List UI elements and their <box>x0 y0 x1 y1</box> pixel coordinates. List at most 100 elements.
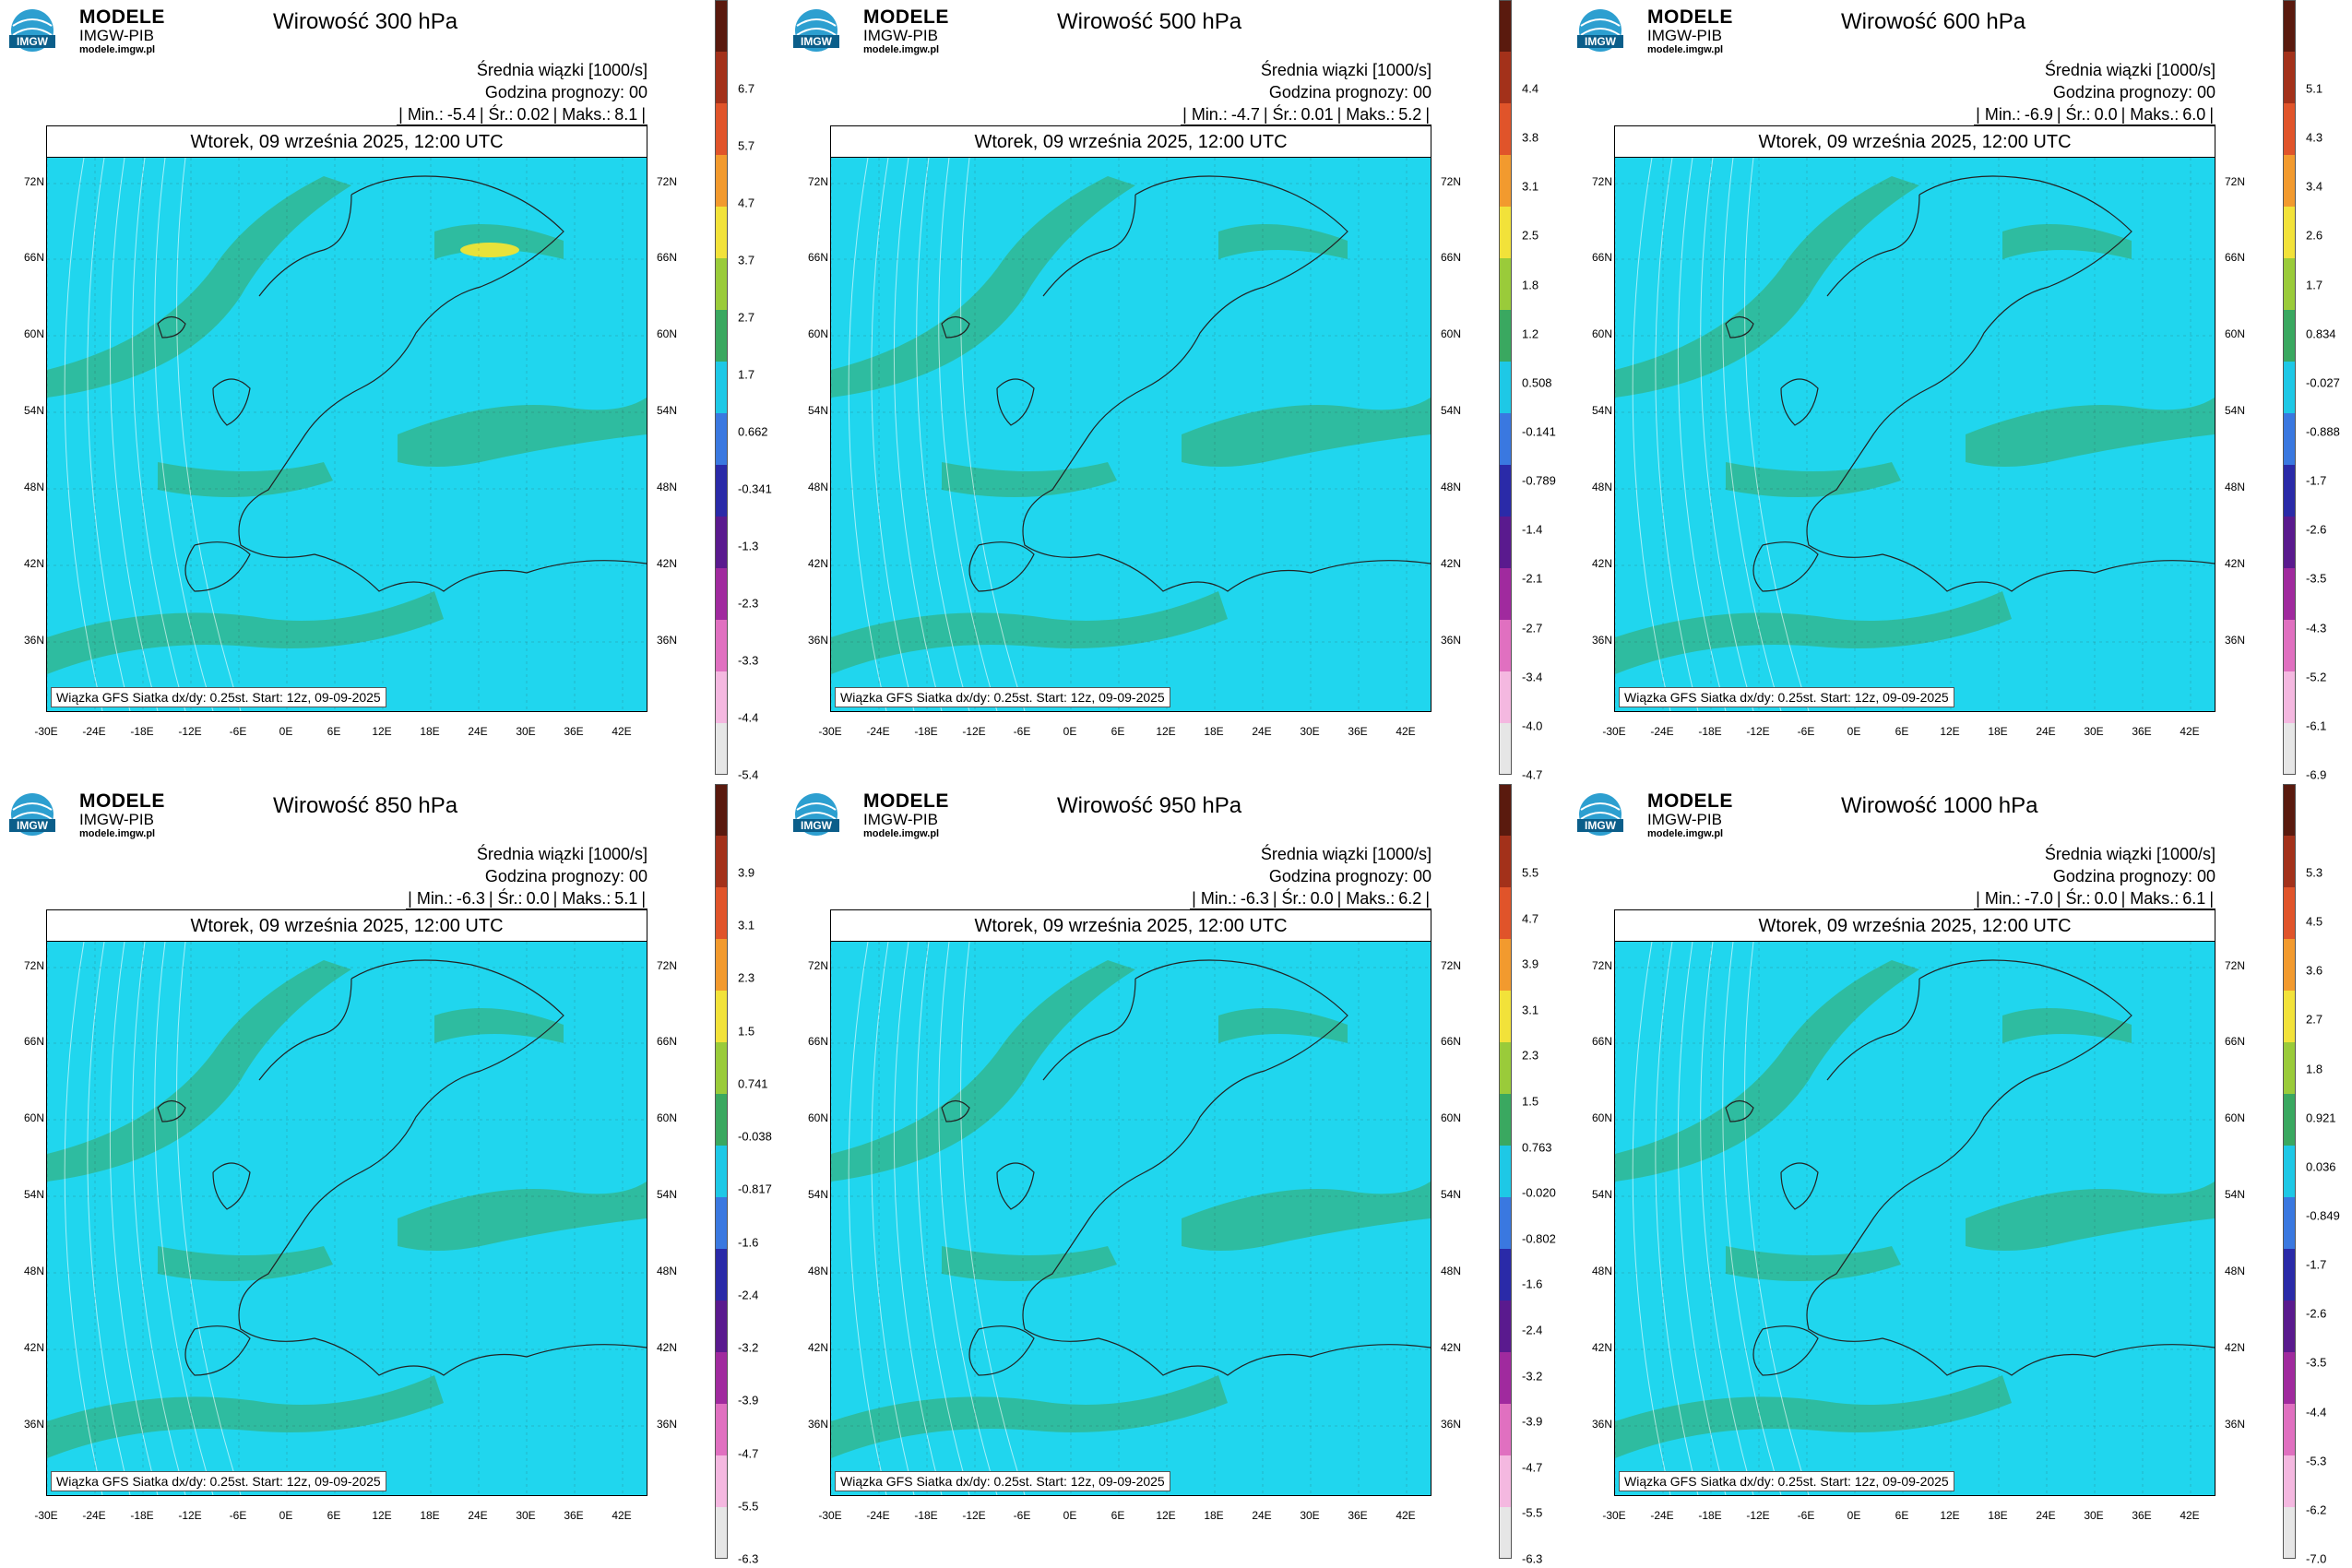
vorticity-map: Wiązka GFS Siatka dx/dy: 0.25st. Start: … <box>1614 157 2215 712</box>
forecast-hour: Godzina prognozy: 00 <box>2052 83 2215 101</box>
lon-label: 30E <box>1300 725 1320 738</box>
stats-min-label: | Min.: <box>1192 889 1237 908</box>
stats-line: | Min.: -6.9 | Śr.: 0.0 | Maks.: 6.0 | <box>1974 105 2215 125</box>
brand-url[interactable]: modele.imgw.pl <box>1647 828 1724 839</box>
lat-label-left: 48N <box>807 1265 828 1277</box>
brand-url[interactable]: modele.imgw.pl <box>863 44 940 55</box>
lon-label: -18E <box>130 1509 154 1522</box>
imgw-logo-icon: IMGW <box>9 793 55 836</box>
stats-max: 6.0 <box>2182 105 2206 124</box>
lon-label: -24E <box>1650 1509 1674 1522</box>
stats-min: -5.4 <box>446 105 476 124</box>
lat-label-right: 54N <box>1441 404 1462 417</box>
vorticity-band <box>47 591 444 674</box>
stats-max: 6.2 <box>1398 889 1422 908</box>
isohypse-line <box>871 942 915 1495</box>
vorticity-band <box>1615 591 2012 674</box>
colorbar-tick-label: -4.0 <box>1522 719 1543 733</box>
coastline <box>157 175 647 592</box>
brand-block: MODELE IMGW-PIB modele.imgw.pl <box>1647 791 1733 839</box>
colorbar-segment <box>715 836 728 888</box>
isohypse-line <box>1632 942 1671 1495</box>
isohypse-line <box>64 158 103 711</box>
lat-label-left: 48N <box>1591 1265 1612 1277</box>
map-svg <box>831 158 1431 711</box>
vorticity-max <box>460 243 519 257</box>
isohypse-line <box>64 942 103 1495</box>
colorbar-segment <box>2283 517 2296 569</box>
colorbar-tick-label: -2.3 <box>738 596 759 611</box>
colorbar-segment <box>2283 723 2296 775</box>
stats-min-label: | Min.: <box>398 105 444 124</box>
panel-title: Wirowość 300 hPa <box>273 9 458 34</box>
footer-label: Wiązka GFS Siatka dx/dy: 0.25st. Start: … <box>51 687 386 707</box>
lon-label: 24E <box>2036 1509 2056 1522</box>
lat-label-right: 42N <box>1441 1341 1462 1354</box>
colorbar-segment <box>1499 1249 1512 1301</box>
vorticity-band <box>942 462 1117 497</box>
lat-label-right: 66N <box>1441 251 1462 264</box>
lon-label: 12E <box>1940 1509 1960 1522</box>
vorticity-band <box>1726 462 1901 497</box>
colorbar-segment <box>2283 465 2296 517</box>
brand-url[interactable]: modele.imgw.pl <box>79 44 156 55</box>
colorbar <box>2283 784 2296 1559</box>
isohypse-line <box>848 942 887 1495</box>
colorbar-segment <box>2283 991 2296 1043</box>
lon-label: 36E <box>564 725 584 738</box>
lat-label-right: 60N <box>2225 1111 2246 1124</box>
lon-label: 18E <box>1204 1509 1224 1522</box>
colorbar-tick-label: -6.1 <box>2306 719 2327 733</box>
colorbar-tick-label: -2.4 <box>738 1288 759 1302</box>
forecast-hour: Godzina prognozy: 00 <box>1268 867 1431 885</box>
colorbar-segment <box>715 465 728 517</box>
stats-min-label: | Min.: <box>408 889 453 908</box>
lat-label-right: 42N <box>2225 1341 2246 1354</box>
lon-label: 30E <box>516 725 536 738</box>
lat-label-right: 48N <box>1441 1265 1462 1277</box>
brand-url[interactable]: modele.imgw.pl <box>863 828 940 839</box>
colorbar-tick-label: -2.4 <box>1522 1323 1543 1337</box>
lat-label-left: 60N <box>1591 327 1612 340</box>
colorbar-segment <box>715 671 728 724</box>
lon-label: 0E <box>279 1509 293 1522</box>
lon-label: 12E <box>1156 1509 1176 1522</box>
panel-title: Wirowość 500 hPa <box>1057 9 1242 34</box>
colorbar-segment <box>1499 723 1512 775</box>
isohypse-line <box>154 942 214 1495</box>
colorbar-tick-label: 3.1 <box>1522 1003 1539 1017</box>
isohypse-line <box>176 942 242 1495</box>
colorbar-tick-label: 4.7 <box>738 196 755 210</box>
lon-label: -12E <box>178 1509 202 1522</box>
lat-label-right: 42N <box>657 1341 678 1354</box>
map-panel: IMGW MODELE IMGW-PIB modele.imgw.pl Wirowość… <box>784 784 1568 1568</box>
colorbar-tick-label: 5.7 <box>738 138 755 153</box>
map-panel: IMGW MODELE IMGW-PIB modele.imgw.pl Wirowość… <box>784 0 1568 784</box>
colorbar-tick-label: -5.5 <box>738 1499 759 1514</box>
brand-url[interactable]: modele.imgw.pl <box>79 828 156 839</box>
lat-label-right: 72N <box>1441 959 1462 972</box>
subtitle: Średnia wiązki [1000/s] <box>1260 61 1431 79</box>
colorbar-segment <box>1499 1042 1512 1095</box>
colorbar-segment <box>2283 671 2296 724</box>
footer-label: Wiązka GFS Siatka dx/dy: 0.25st. Start: … <box>51 1471 386 1491</box>
brand-url[interactable]: modele.imgw.pl <box>1647 44 1724 55</box>
colorbar-segment <box>715 362 728 414</box>
lat-label-right: 42N <box>657 557 678 570</box>
colorbar-tick-label: 1.5 <box>738 1024 755 1039</box>
colorbar-tick-label: 3.1 <box>1522 179 1539 194</box>
colorbar-segment <box>2283 310 2296 362</box>
colorbar-tick-label: -5.5 <box>1522 1505 1543 1520</box>
colorbar-segment <box>1499 465 1512 517</box>
stats-avg: 0.0 <box>2094 105 2118 124</box>
stats-end: | <box>641 889 646 908</box>
isohypse-line <box>960 158 1026 711</box>
lon-label: 12E <box>372 725 392 738</box>
colorbar-tick-label: -1.6 <box>738 1235 759 1250</box>
lon-label: 42E <box>1396 1509 1416 1522</box>
lat-label-right: 54N <box>1441 1188 1462 1201</box>
isohypse-line <box>1655 942 1699 1495</box>
footer-label: Wiązka GFS Siatka dx/dy: 0.25st. Start: … <box>835 687 1170 707</box>
lat-label-right: 54N <box>2225 404 2246 417</box>
colorbar-segment <box>2283 155 2296 208</box>
